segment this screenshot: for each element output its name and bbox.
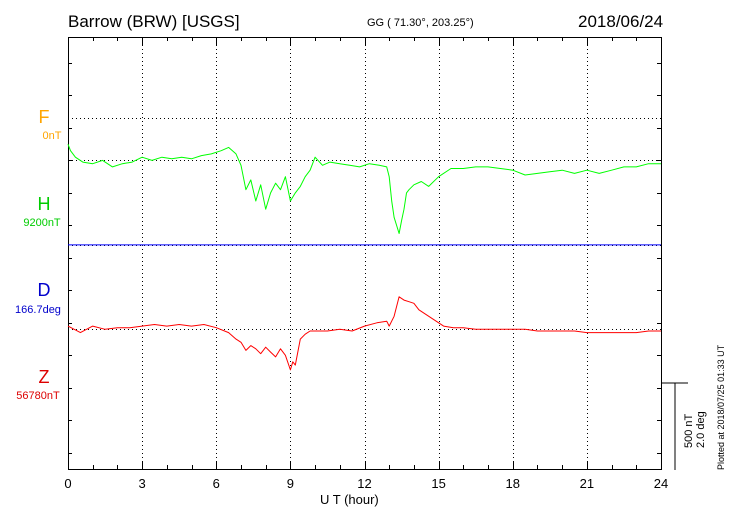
x-tick-label: 3 xyxy=(139,476,146,491)
x-tick-label: 9 xyxy=(287,476,294,491)
x-tick-label: 24 xyxy=(654,476,668,491)
component-h-baseline: 9200nT xyxy=(23,217,61,229)
component-d-baseline: 166.7deg xyxy=(15,304,61,316)
scale-label-nt: 500 nT xyxy=(683,413,695,448)
series-line-z xyxy=(67,296,661,371)
plot-date: 2018/06/24 xyxy=(578,12,664,31)
axis-ticks xyxy=(68,37,662,469)
grid-lines xyxy=(68,37,661,469)
component-f-label: F xyxy=(38,107,50,127)
component-d-label: D xyxy=(37,280,51,300)
plotted-timestamp: Plotted at 2018/07/25 01:33 UT xyxy=(716,344,726,470)
component-z-baseline: 56780nT xyxy=(16,390,60,402)
component-f-baseline: 0nT xyxy=(42,130,62,142)
x-tick-label: 0 xyxy=(64,476,71,491)
station-coords: GG ( 71.30°, 203.25°) xyxy=(367,17,474,29)
x-tick-label: 18 xyxy=(506,476,520,491)
series-layer xyxy=(67,144,661,371)
x-tick-label: 6 xyxy=(213,476,220,491)
station-title: Barrow (BRW) [USGS] xyxy=(68,12,240,31)
scale-bar xyxy=(661,382,688,470)
scale-label-deg: 2.0 deg xyxy=(695,411,707,448)
component-z-label: Z xyxy=(38,367,50,387)
x-tick-labels: 0 3 6 9 12 15 18 21 24 xyxy=(64,476,668,491)
x-axis-title: U T (hour) xyxy=(320,492,379,507)
series-line-h xyxy=(67,144,661,234)
x-tick-label: 21 xyxy=(580,476,594,491)
component-h-label: H xyxy=(37,194,51,214)
x-tick-label: 12 xyxy=(357,476,371,491)
x-tick-label: 15 xyxy=(431,476,445,491)
